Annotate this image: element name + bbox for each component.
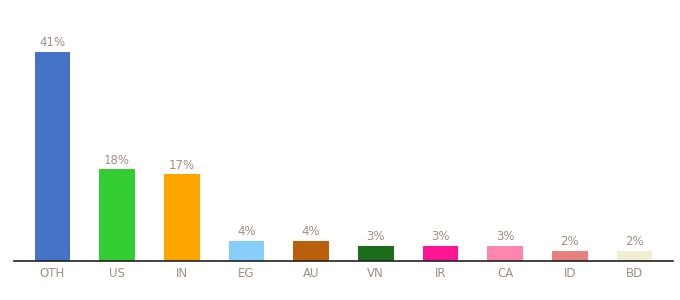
- Text: 3%: 3%: [496, 230, 514, 243]
- Bar: [617, 251, 652, 261]
- Bar: [358, 246, 394, 261]
- Bar: [99, 169, 135, 261]
- Text: 18%: 18%: [104, 154, 130, 166]
- Text: 41%: 41%: [39, 36, 65, 49]
- Bar: [422, 246, 458, 261]
- Bar: [293, 241, 329, 261]
- Bar: [164, 174, 199, 261]
- Bar: [552, 251, 588, 261]
- Text: 17%: 17%: [169, 159, 194, 172]
- Text: 4%: 4%: [237, 225, 256, 238]
- Text: 3%: 3%: [367, 230, 385, 243]
- Bar: [228, 241, 265, 261]
- Text: 4%: 4%: [302, 225, 320, 238]
- Text: 3%: 3%: [431, 230, 449, 243]
- Text: 2%: 2%: [560, 235, 579, 248]
- Text: 2%: 2%: [625, 235, 644, 248]
- Bar: [488, 246, 523, 261]
- Bar: [35, 52, 70, 261]
